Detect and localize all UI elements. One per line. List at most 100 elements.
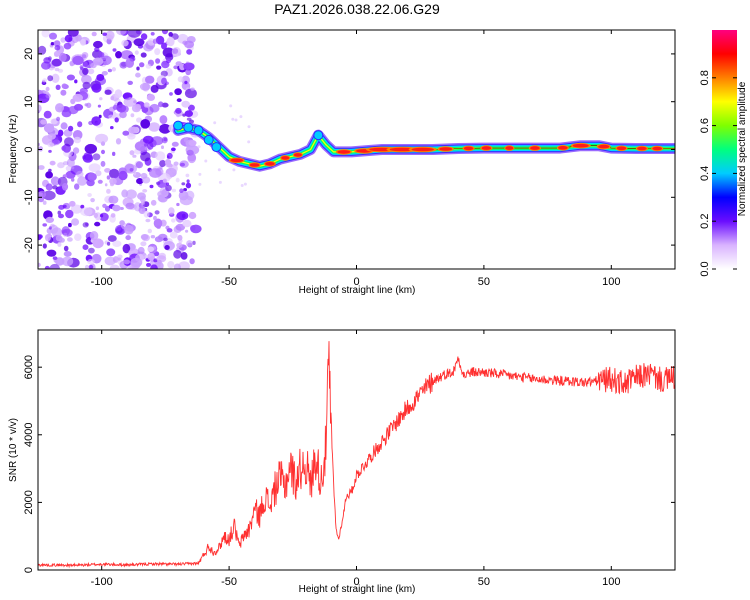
noise-blob xyxy=(45,86,50,92)
noise-blob xyxy=(160,70,168,77)
noise-blob xyxy=(64,34,73,43)
noise-blob xyxy=(45,171,53,179)
noise-blob xyxy=(88,264,94,269)
noise-blob xyxy=(217,168,221,172)
noise-blob xyxy=(189,258,195,265)
noise-blob xyxy=(74,233,82,241)
noise-blob xyxy=(38,146,43,152)
noise-blob xyxy=(166,36,175,47)
noise-blob xyxy=(47,75,54,82)
noise-blob xyxy=(65,209,74,219)
noise-blob xyxy=(124,224,134,235)
noise-blob xyxy=(166,152,173,159)
noise-blob xyxy=(186,49,193,55)
noise-blob xyxy=(117,254,123,259)
noise-blob xyxy=(91,116,102,126)
noise-blob xyxy=(52,185,58,190)
noise-blob xyxy=(190,87,195,91)
noise-blob xyxy=(155,151,166,161)
noise-blob xyxy=(204,159,208,163)
noise-blob xyxy=(150,136,164,146)
noise-blob xyxy=(156,65,162,70)
noise-blob xyxy=(153,218,163,229)
noise-blob xyxy=(145,75,155,84)
noise-blob xyxy=(177,234,183,241)
snr-plot-area xyxy=(38,330,675,570)
noise-blob xyxy=(67,106,79,115)
noise-blob xyxy=(44,234,51,242)
noise-blob xyxy=(115,226,123,234)
colorbar-tick-label: 0.0 xyxy=(699,261,711,276)
x-tick-label: -50 xyxy=(221,576,237,588)
noise-blob xyxy=(53,50,61,57)
noise-blob xyxy=(175,107,182,114)
noise-blob xyxy=(77,121,83,128)
ridge-hotspot-core xyxy=(265,162,275,166)
noise-blob xyxy=(42,190,56,201)
noise-blob xyxy=(93,40,103,49)
noise-blob xyxy=(135,72,141,78)
noise-blob xyxy=(104,183,108,187)
noise-blob xyxy=(49,160,56,166)
noise-blob xyxy=(128,126,139,134)
noise-blob xyxy=(82,154,94,163)
noise-blob xyxy=(107,241,111,246)
noise-blob xyxy=(100,214,104,218)
noise-blob xyxy=(177,76,184,83)
noise-blob xyxy=(125,189,137,199)
noise-blob xyxy=(95,170,102,177)
snr-axes: -100 -50 0 50 100 0 2000 4000 6000 xyxy=(23,330,675,588)
noise-blob xyxy=(184,40,195,49)
noise-blob xyxy=(114,117,119,123)
noise-blob xyxy=(55,235,63,242)
noise-blob xyxy=(158,123,172,134)
noise-blob xyxy=(162,178,167,183)
noise-blob xyxy=(188,140,197,146)
noise-blob xyxy=(141,176,151,184)
noise-blob xyxy=(176,211,189,221)
noise-blob xyxy=(80,38,87,46)
noise-blob xyxy=(63,251,72,257)
noise-blob xyxy=(174,88,182,96)
noise-blob xyxy=(107,235,117,242)
colorbar-label: Normalized spectral amplitude xyxy=(737,81,748,216)
ridge-hotspot-core xyxy=(637,146,647,151)
noise-blob xyxy=(96,74,105,81)
noise-blob xyxy=(76,170,84,178)
noise-blob xyxy=(82,54,87,59)
noise-blob xyxy=(57,162,65,169)
noise-blob xyxy=(106,188,111,194)
noise-blob xyxy=(154,48,161,56)
noise-blob xyxy=(136,178,144,185)
y-tick-label: 2000 xyxy=(23,490,35,514)
noise-blob xyxy=(112,151,116,156)
noise-blob xyxy=(171,218,176,223)
noise-blob xyxy=(69,62,74,67)
noise-blob xyxy=(82,222,89,228)
noise-blob xyxy=(121,189,129,198)
noise-blob xyxy=(84,264,90,269)
noise-blob xyxy=(185,229,189,233)
noise-blob xyxy=(112,104,119,110)
noise-blob xyxy=(186,179,190,183)
noise-blob xyxy=(138,206,146,215)
noise-blob xyxy=(140,119,151,129)
x-tick-label: 0 xyxy=(353,576,359,588)
noise-blob xyxy=(42,243,47,249)
noise-blob xyxy=(134,103,141,111)
noise-blob xyxy=(135,161,144,169)
noise-blob xyxy=(164,245,170,250)
noise-blob xyxy=(119,61,128,69)
noise-blob xyxy=(179,162,185,167)
y-tick-label: -10 xyxy=(23,189,35,205)
noise-blob xyxy=(43,123,55,133)
noise-blob xyxy=(93,212,99,218)
noise-blob xyxy=(158,101,164,108)
noise-blob xyxy=(142,189,148,193)
ridge-knot xyxy=(313,130,324,141)
noise-blob xyxy=(125,202,135,210)
x-tick-label: 0 xyxy=(353,276,359,288)
noise-blob xyxy=(123,259,131,265)
noise-blob xyxy=(80,207,93,217)
noise-blob xyxy=(42,223,47,227)
